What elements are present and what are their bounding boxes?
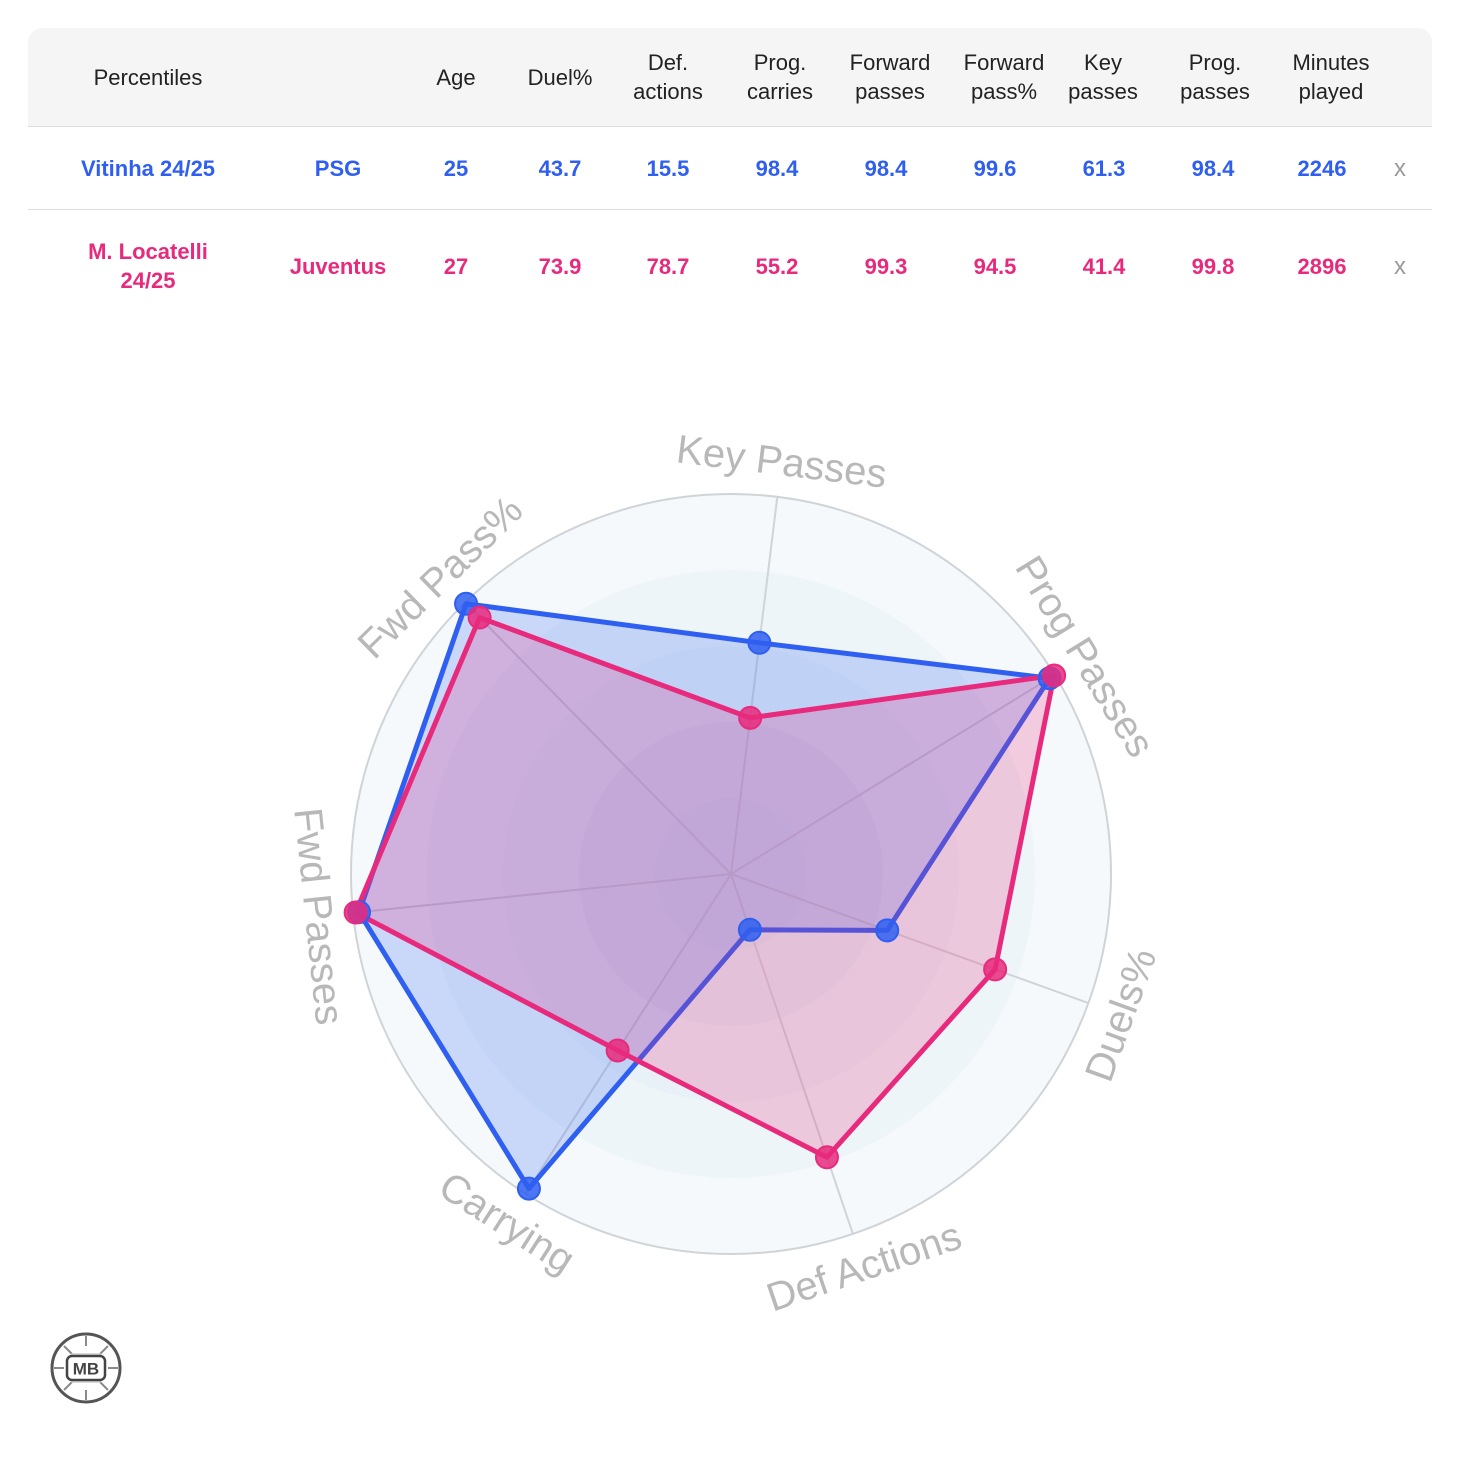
table-row-locatelli: M. Locatelli 24/25 Juventus 27 73.9 78.7… — [28, 210, 1432, 322]
radar-axis-label: Fwd Passes — [285, 806, 351, 1027]
header-prog-passes: Prog. passes — [1180, 50, 1250, 104]
comparison-table: Percentiles Age Duel% Def. actions Prog.… — [28, 28, 1432, 318]
forward-passes-value: 98.4 — [864, 155, 908, 181]
radar-point-series-1 — [737, 917, 762, 942]
header-forward-passes: Forward passes — [849, 50, 931, 104]
header-percentiles: Percentiles — [93, 64, 203, 90]
def-actions-value: 15.5 — [646, 155, 690, 181]
radar-point-series-2 — [738, 705, 763, 730]
duel-pct-value: 73.9 — [538, 253, 582, 279]
radar-spoke — [352, 873, 732, 914]
forward-pass-pct-value: 94.5 — [973, 253, 1017, 279]
prog-passes-value: 99.8 — [1191, 253, 1235, 279]
key-passes-value: 41.4 — [1082, 253, 1126, 279]
minutes-played-value: 2246 — [1297, 155, 1347, 181]
minutes-played-value: 2896 — [1297, 253, 1347, 279]
team-name: PSG — [314, 155, 362, 181]
radar-point-series-1 — [516, 1176, 541, 1201]
radar-point-series-2 — [1042, 663, 1067, 688]
header-team — [278, 28, 398, 126]
table-header: Percentiles Age Duel% Def. actions Prog.… — [28, 28, 1432, 127]
radar-spoke — [730, 496, 779, 875]
header-age: Age — [436, 64, 476, 90]
radar-spoke — [464, 601, 732, 875]
header-forward-pass-pct: Forward pass% — [963, 50, 1045, 104]
header-duel-pct: Duel% — [527, 64, 593, 90]
def-actions-value: 78.7 — [646, 253, 690, 279]
radar-point-series-1 — [747, 630, 772, 655]
age-value: 25 — [443, 155, 469, 181]
prog-passes-value: 98.4 — [1191, 155, 1235, 181]
svg-text:MB: MB — [73, 1360, 99, 1379]
radar-point-series-2 — [814, 1145, 839, 1170]
remove-player-button[interactable]: x — [1394, 252, 1406, 280]
mb-logo-icon: MB — [50, 1332, 122, 1404]
header-minutes-played: Minutes played — [1292, 50, 1370, 104]
team-name: Juventus — [289, 253, 387, 279]
player-name[interactable]: M. Locatelli 24/25 — [88, 239, 208, 293]
radar-point-series-1 — [875, 918, 900, 943]
forward-pass-pct-value: 99.6 — [973, 155, 1017, 181]
prog-carries-value: 55.2 — [755, 253, 799, 279]
radar-series-2 — [353, 615, 1057, 1160]
radar-spoke — [524, 873, 732, 1195]
key-passes-value: 61.3 — [1082, 155, 1126, 181]
header-key-passes: Key passes — [1068, 50, 1138, 104]
forward-passes-value: 99.3 — [864, 253, 908, 279]
remove-player-button[interactable]: x — [1394, 154, 1406, 182]
radar-point-series-2 — [605, 1038, 630, 1063]
radar-point-series-2 — [467, 605, 492, 630]
player-name[interactable]: Vitinha 24/25 — [80, 155, 216, 181]
duel-pct-value: 43.7 — [538, 155, 582, 181]
radar-spoke — [730, 674, 1056, 875]
prog-carries-value: 98.4 — [755, 155, 799, 181]
radar-series — [343, 591, 1067, 1201]
radar-point-series-2 — [983, 957, 1008, 982]
age-value: 27 — [443, 253, 469, 279]
radar-outer-ring — [350, 493, 1112, 1255]
radar-point-series-2 — [343, 900, 368, 925]
header-def-actions: Def. actions — [633, 50, 703, 104]
radar-spoke — [730, 873, 1089, 1005]
table-row-vitinha: Vitinha 24/25 PSG 25 43.7 15.5 98.4 98.4… — [28, 127, 1432, 210]
header-prog-carries: Prog. carries — [746, 50, 813, 104]
radar-axis-label: Key Passes — [674, 427, 889, 496]
